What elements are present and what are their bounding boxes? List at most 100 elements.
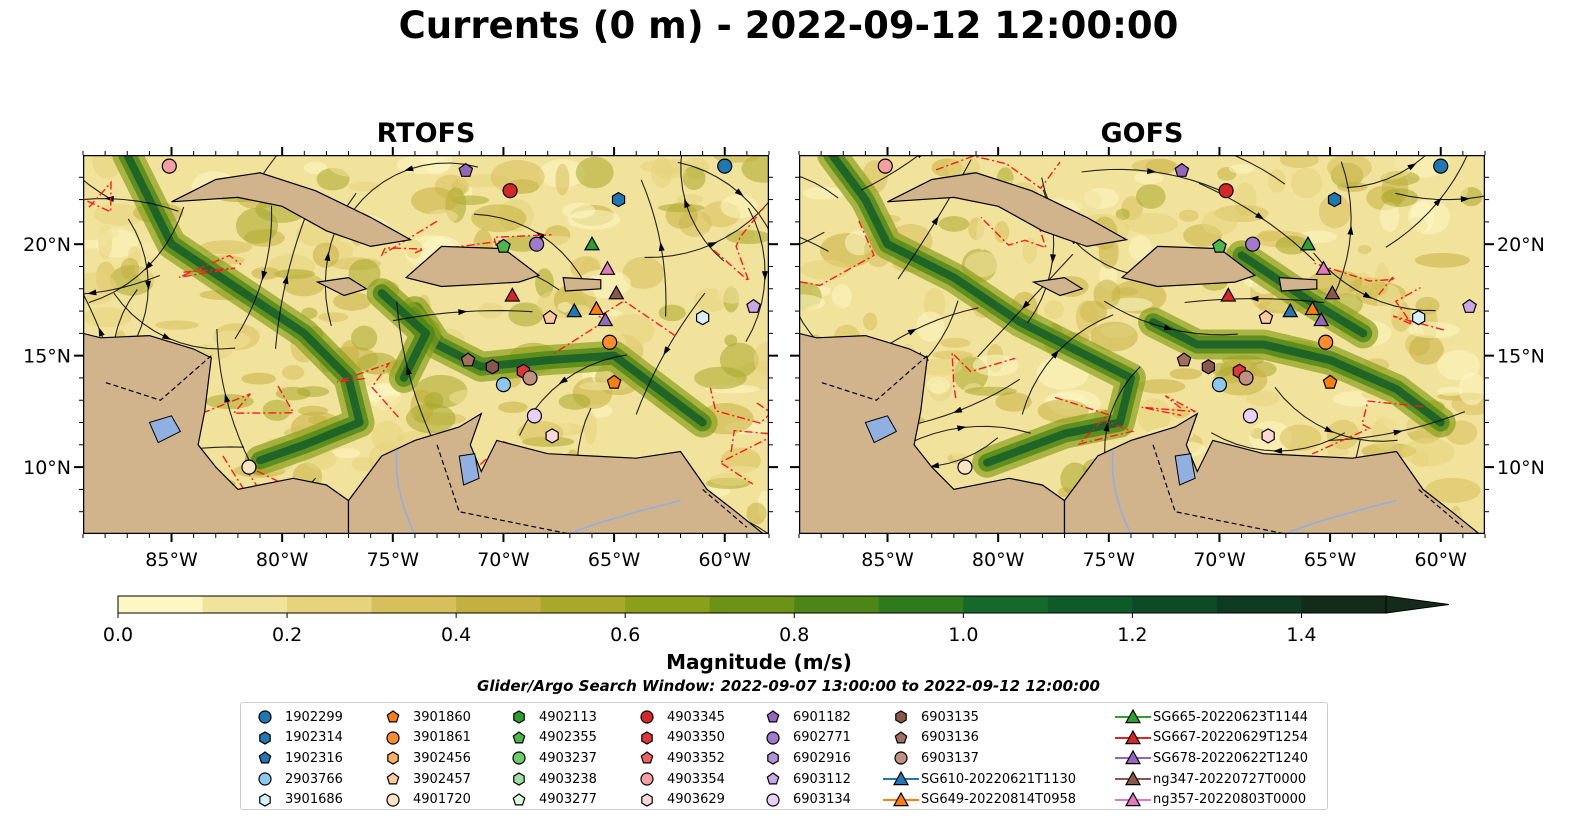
legend-label: 3901861 [413,730,471,746]
legend-label: 3901686 [285,792,343,808]
platform-ng357-20220803T0000-rtofs [599,260,616,275]
legend-label: 4903238 [539,771,597,787]
colorbar-tick-label: 1.4 [1286,624,1316,646]
legend-marker-icon [1115,770,1151,786]
colorbar: 0.0 0.2 0.4 0.6 0.8 1.0 1.2 1.4 [103,595,1450,646]
colorbar-tick-label: 0.6 [610,624,640,646]
platform-6903134-gofs [1242,408,1259,424]
colorbar-segment [1301,596,1387,613]
legend-item: 4903277 [499,789,597,810]
platform-4901720-gofs [957,459,973,475]
colorbar-segment [878,596,964,613]
platform-3902457-rtofs [542,309,558,324]
legend-label: 4903345 [667,709,725,725]
legend-item: 3902457 [373,769,471,790]
platform-SG667-20220629T1254-gofs [1220,287,1237,302]
colorbar-segment [709,596,795,613]
legend-marker-icon [387,751,399,766]
legend-label: SG665-20220623T1144 [1153,709,1309,725]
platform-SG678-20220622T1240-rtofs [597,311,614,327]
legend-column: SG665-20220623T1144 SG667-20220629T1254 SG… [1113,707,1308,810]
platform-6902771-gofs [1245,236,1261,252]
platform-ng347-20220727T0000-rtofs [608,284,625,300]
legend-item: 2903766 [245,769,343,790]
legend-marker-icon [641,792,653,807]
legend-marker-icon [258,772,272,786]
platform-6903137-rtofs [522,370,538,386]
lon-tick-label: 70°W [1193,549,1246,571]
platform-4902355-rtofs [496,238,511,253]
legend-label: 6903112 [793,771,851,787]
legend-marker-icon [386,710,400,723]
colorbar-tick-label: 0.0 [103,624,133,646]
platform-3901860-gofs [1322,374,1338,389]
platform-1902299-rtofs [717,158,733,174]
legend-marker-icon [883,770,919,786]
legend-marker-icon [386,772,400,785]
platform-4903354-rtofs [161,158,177,174]
legend-column: 4902113 4902355 4903237 4903238 4903277 [499,707,597,810]
lon-tick-label: 85°W [145,549,198,571]
legend-item: 6901182 [753,707,851,728]
legend-marker-icon [640,751,654,764]
legend-label: 4903277 [539,792,597,808]
legend-marker-icon [1115,791,1151,806]
legend-label: 3902456 [413,750,471,766]
lat-tick-label: 15°N [23,346,71,368]
legend-item: 3901686 [245,789,343,810]
colorbar-segment [118,596,204,613]
figure-title: Currents (0 m) - 2022-09-12 12:00:00 [398,4,1179,47]
platform-3901861-rtofs [602,334,618,350]
legend-label: 3902457 [413,771,471,787]
lon-tick-label: 60°W [1415,549,1468,571]
legend-item: 4903352 [627,748,725,769]
legend-label: 6901182 [793,709,851,725]
map-panel-rtofs [83,155,769,534]
legend-marker-icon [259,792,271,807]
legend-column: 1902299 1902314 1902316 2903766 3901686 [245,707,343,810]
legend-marker-icon [1115,709,1151,724]
lon-tick-label: 75°W [367,549,420,571]
legend-item: 3902456 [373,748,471,769]
colorbar-tick-label: 0.8 [779,624,809,646]
colorbar-tick-label: 0.2 [272,624,302,646]
legend-marker-icon [894,751,908,766]
legend-marker-icon [895,710,907,724]
platform-6903136-gofs [1176,352,1192,367]
legend-item: 1902316 [245,748,343,769]
platform-4902355-gofs [1212,238,1227,253]
legend-item: ng347-20220727T0000 [1113,769,1308,790]
legend-label: 6903137 [921,750,979,766]
lon-tick-label: 80°W [256,549,309,571]
legend-marker-icon [766,710,780,723]
legend-marker-icon [259,731,271,745]
lat-tick-label: 10°N [1497,457,1545,479]
platform-6901182-gofs [1174,162,1190,177]
legend-label: 6903134 [793,792,851,808]
legend-marker-icon [513,710,525,724]
axis-ticks: 85°W 80°W 75°W 70°W 65°W 60°W 20°N 15°N 10°N 85°W… [23,147,1545,571]
legend-item: 6903134 [753,789,851,810]
legend-item: 4902113 [499,707,597,728]
platform-6901182-rtofs [458,162,474,177]
colorbar-segment [1216,596,1302,613]
legend-item: SG667-20220629T1254 [1113,728,1308,749]
colorbar-segment [371,596,457,613]
legend-marker-icon [766,731,780,745]
legend-item: 4903345 [627,707,725,728]
platform-SG667-20220629T1254-rtofs [504,287,521,302]
colorbar-segment [794,596,880,613]
platform-6903135-gofs [1201,359,1215,375]
platform-SG665-20220623T1144-gofs [1299,235,1316,251]
legend-label: 4903352 [667,750,725,766]
legend-marker-icon [512,751,526,766]
legend-marker-icon [386,793,400,807]
legend-marker-icon [767,751,779,766]
legend-item: 4901720 [373,789,471,810]
platform-4903354-gofs [877,158,893,174]
legend-item: 6903136 [881,728,1076,749]
lon-tick-label: 60°W [699,549,752,571]
legend-item: 4902355 [499,728,597,749]
platform-6903137-gofs [1238,370,1254,386]
legend-label: SG678-20220622T1240 [1153,750,1309,766]
